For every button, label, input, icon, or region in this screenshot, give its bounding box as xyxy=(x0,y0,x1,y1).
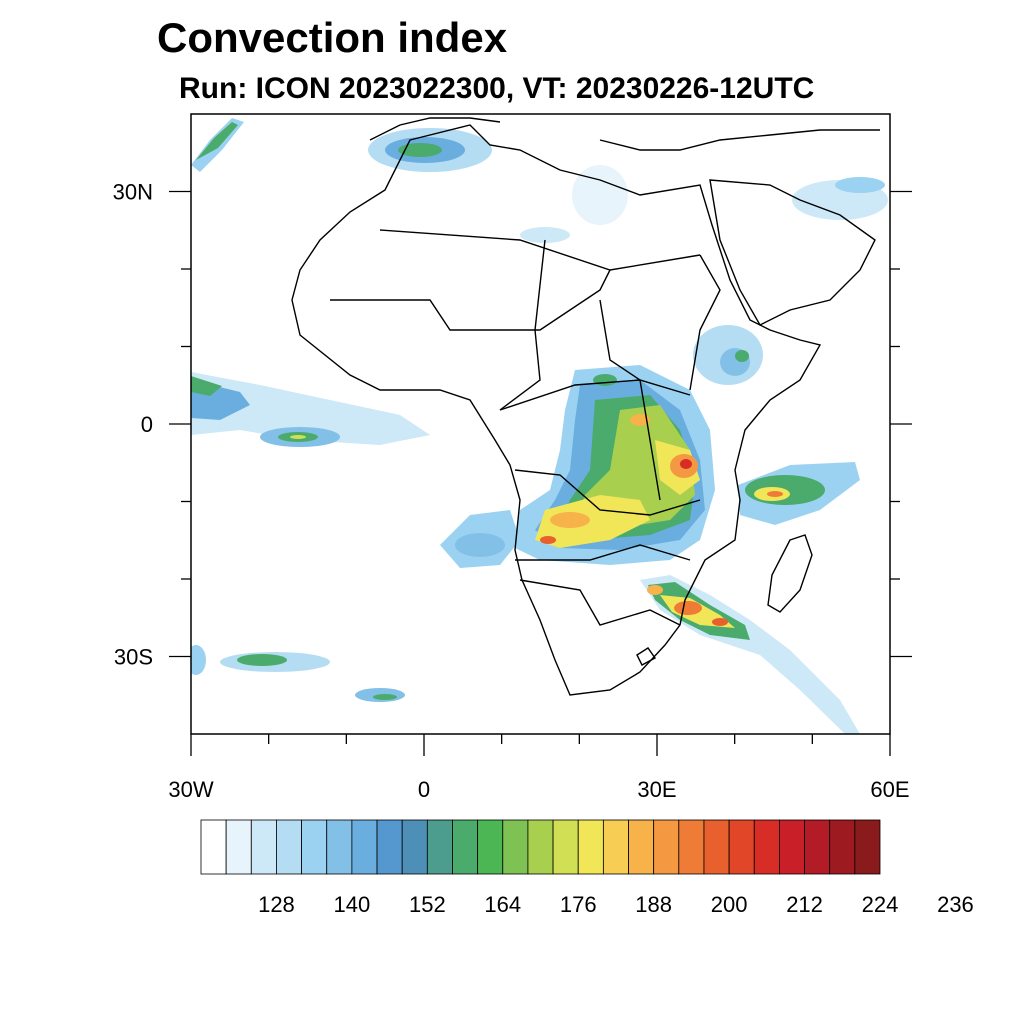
colorbar-swatch xyxy=(200,819,227,875)
field-patch-se-africa xyxy=(640,575,860,734)
colorbar-swatch xyxy=(250,819,277,875)
border-2 xyxy=(330,269,611,331)
colorbar-label: 152 xyxy=(409,892,446,917)
africa-coastline xyxy=(291,124,822,696)
colorbar-label: 128 xyxy=(258,892,295,917)
colorbar-swatch xyxy=(401,819,428,875)
border-4 xyxy=(514,469,701,516)
lesotho xyxy=(636,647,657,666)
colorbar-swatch xyxy=(326,819,353,875)
x-tick-label: 30W xyxy=(168,777,213,802)
colorbar: 128 140 152 164 176 188 200 212 224 236 xyxy=(200,819,974,917)
mediterranean-north xyxy=(369,117,880,151)
colorbar-swatch xyxy=(527,819,554,875)
colorbar-swatch xyxy=(779,819,805,875)
map-title: Convection index xyxy=(157,14,508,61)
field-patch-central-africa xyxy=(515,365,715,565)
colorbar-swatch xyxy=(628,819,655,875)
field-patch-sahara-light xyxy=(520,165,888,243)
y-tick-label: 0 xyxy=(141,412,153,437)
colorbar-swatch xyxy=(804,819,831,875)
convection-field xyxy=(191,118,888,734)
colorbar-label: 164 xyxy=(484,892,521,917)
field-patch-nw-atlantic xyxy=(191,118,244,172)
y-tick-label: 30S xyxy=(114,645,153,670)
colorbar-swatch xyxy=(653,819,680,875)
colorbar-swatch xyxy=(351,819,378,875)
colorbar-swatch xyxy=(577,819,604,875)
x-tick-label: 30E xyxy=(637,777,676,802)
colorbar-label: 224 xyxy=(862,892,899,917)
x-tick-label: 60E xyxy=(870,777,909,802)
colorbar-swatch xyxy=(602,819,629,875)
field-patch-ethiopia xyxy=(693,325,763,385)
y-tick-label: 30N xyxy=(113,180,153,205)
colorbar-swatch xyxy=(552,819,579,875)
colorbar-swatch xyxy=(728,819,755,875)
colorbar-swatch xyxy=(753,819,780,875)
x-tick-label: 0 xyxy=(418,777,430,802)
colorbar-label: 212 xyxy=(786,892,823,917)
field-patch-south-atlantic xyxy=(191,510,520,702)
colorbar-label: 188 xyxy=(635,892,672,917)
colorbar-swatch xyxy=(225,819,252,875)
colorbar-swatch xyxy=(502,819,529,875)
field-patch-equatorial-atlantic xyxy=(191,372,430,447)
border-9 xyxy=(499,239,546,411)
border-7 xyxy=(599,299,661,501)
colorbar-label: 140 xyxy=(334,892,371,917)
border-1 xyxy=(379,229,701,271)
colorbar-swatch xyxy=(376,819,403,875)
axis-ticks xyxy=(169,190,912,756)
colorbar-swatch xyxy=(301,819,328,875)
colorbar-swatch xyxy=(276,819,302,875)
colorbar-swatch xyxy=(426,819,453,875)
colorbar-swatch xyxy=(477,819,504,875)
arabia-coastline xyxy=(709,179,876,326)
colorbar-label: 236 xyxy=(937,892,974,917)
colorbar-swatch xyxy=(678,819,705,875)
colorbar-label: 176 xyxy=(560,892,597,917)
run-valid-time-subtitle: Run: ICON 2023022300, VT: 20230226-12UTC xyxy=(179,72,815,105)
coastlines-and-borders xyxy=(291,117,880,696)
border-6 xyxy=(519,579,681,626)
colorbar-swatch xyxy=(854,819,881,875)
colorbar-swatch xyxy=(703,819,730,875)
colorbar-swatch xyxy=(452,819,479,875)
axis-labels: 30W 0 30E 60E 30N 0 30S xyxy=(113,180,910,803)
border-5 xyxy=(515,544,691,561)
border-3 xyxy=(499,379,691,411)
colorbar-swatch xyxy=(829,819,856,875)
colorbar-label: 200 xyxy=(711,892,748,917)
border-8 xyxy=(689,254,721,391)
field-patch-madagascar-north xyxy=(738,462,860,525)
madagascar-coastline xyxy=(767,534,813,613)
